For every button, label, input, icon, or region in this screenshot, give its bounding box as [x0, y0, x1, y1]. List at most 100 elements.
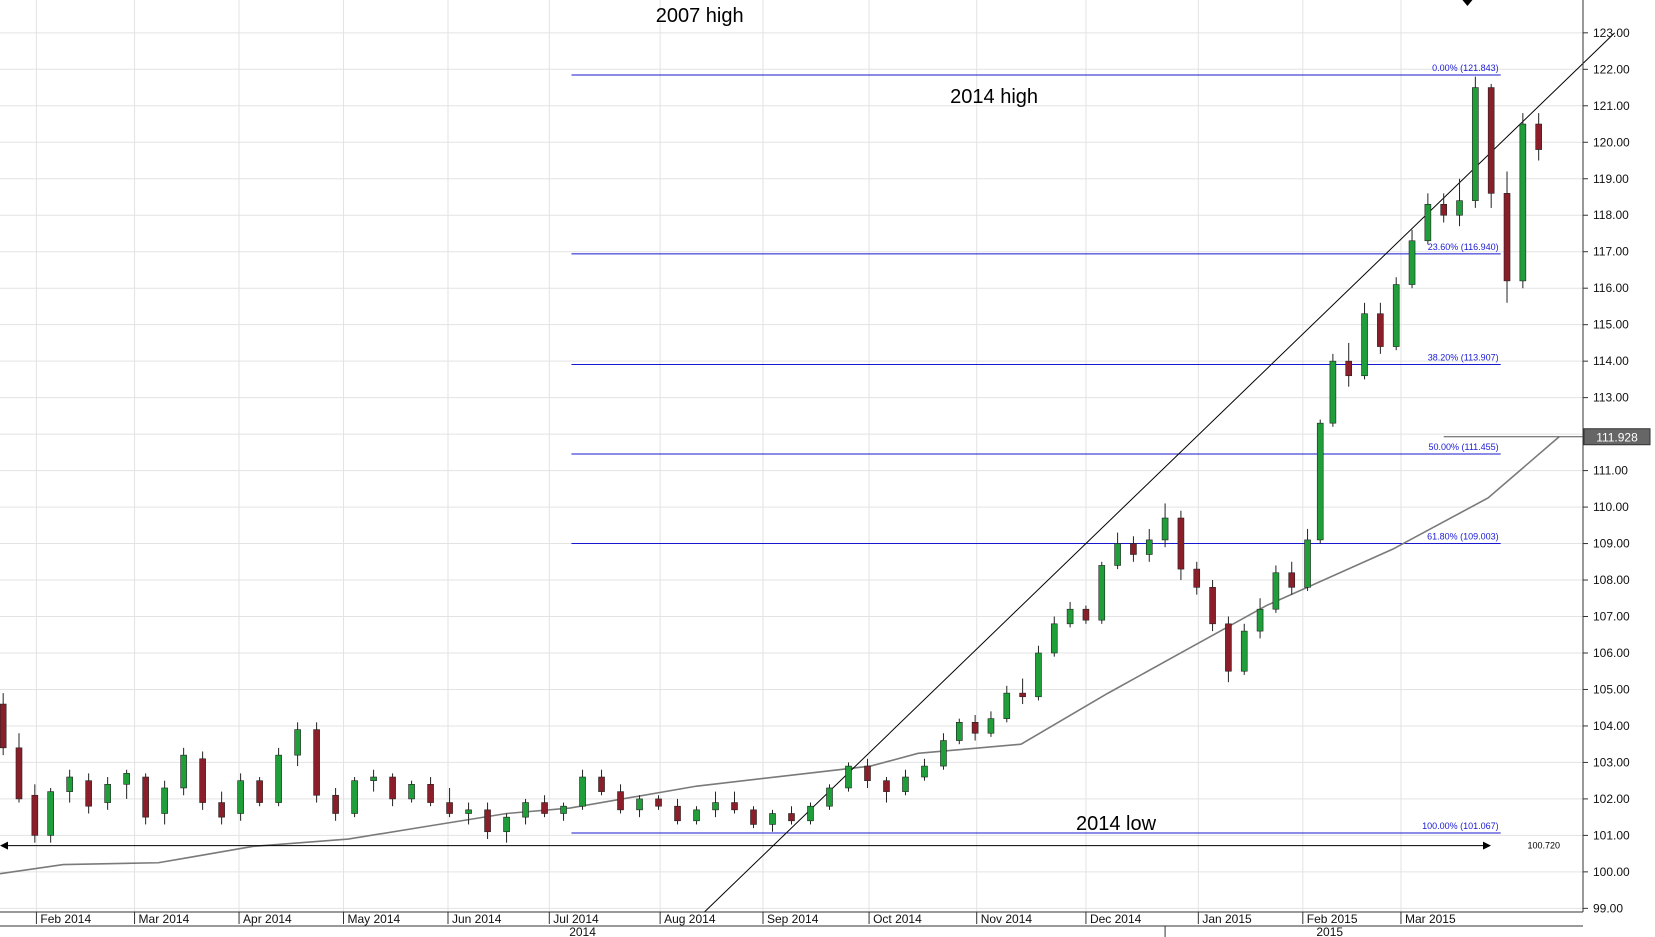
- candle-body: [636, 798, 643, 811]
- y-tick-label: 102.00: [1593, 792, 1630, 806]
- candle: [921, 758, 928, 781]
- candle-body: [47, 791, 54, 836]
- candle-body: [731, 802, 738, 811]
- candle-body: [370, 776, 377, 781]
- trendline: [704, 32, 1616, 913]
- candle-body: [1035, 652, 1042, 698]
- candle: [674, 798, 681, 825]
- candle-body: [1114, 543, 1121, 566]
- candle: [389, 773, 396, 807]
- candle: [541, 795, 548, 818]
- y-tick-label: 105.00: [1593, 682, 1630, 696]
- candles: [0, 76, 1542, 843]
- candle-body: [1130, 543, 1137, 555]
- candle: [332, 787, 339, 821]
- candle: [1424, 193, 1432, 245]
- y-tick-label: 114.00: [1593, 354, 1629, 368]
- y-tick-label: 123.00: [1593, 26, 1630, 40]
- candle: [313, 722, 320, 803]
- candle-body: [465, 809, 472, 814]
- candle: [180, 747, 187, 796]
- fib-level-label: 50.00% (111.455): [1428, 442, 1498, 452]
- candle-body: [1050, 623, 1058, 654]
- candle-body: [1003, 692, 1011, 719]
- y-tick-label: 101.00: [1593, 828, 1630, 842]
- candle: [484, 802, 491, 840]
- annotations: 2007 high 2014 high 2014 low: [656, 0, 1473, 835]
- candle: [294, 722, 301, 767]
- candle-body: [1519, 123, 1527, 282]
- candle-body: [332, 794, 339, 814]
- candle: [807, 802, 814, 825]
- candle-body: [1304, 539, 1311, 588]
- candle-body: [1209, 587, 1216, 625]
- support-arrow-right: [1483, 841, 1491, 850]
- y-tick-label: 113.00: [1593, 391, 1629, 405]
- candle: [161, 780, 168, 825]
- moving-average-line: [0, 436, 1560, 875]
- candle: [1240, 623, 1248, 675]
- x-month-label: Mar 2014: [139, 912, 190, 926]
- x-month-label: Feb 2014: [40, 912, 91, 926]
- candle-body: [484, 809, 491, 833]
- candle: [1440, 193, 1447, 223]
- candle-body: [199, 758, 206, 803]
- candle: [1145, 528, 1153, 562]
- candle: [275, 747, 282, 807]
- candle: [1114, 532, 1121, 570]
- candle-body: [693, 809, 700, 822]
- x-month-label: Aug 2014: [664, 912, 716, 926]
- candle: [636, 795, 643, 818]
- candle-body: [1329, 360, 1337, 424]
- candle: [1329, 353, 1337, 427]
- candle: [1408, 229, 1416, 289]
- candle: [987, 711, 995, 737]
- candle: [712, 791, 719, 818]
- candle-body: [712, 802, 719, 811]
- support-label: 100.720: [1527, 841, 1560, 851]
- candle-body: [883, 780, 890, 792]
- candle-body: [1316, 422, 1324, 541]
- candle-body: [1408, 240, 1416, 285]
- candle-body: [15, 747, 23, 800]
- fibonacci-levels: 0.00% (121.843) 23.60% (116.940) 38.20% (1…: [571, 63, 1501, 834]
- annotation-high2014: 2014 high: [950, 86, 1038, 108]
- candle-body: [674, 805, 681, 822]
- candle: [769, 809, 776, 832]
- x-month-label: Oct 2014: [873, 912, 922, 926]
- candle: [104, 777, 111, 810]
- support-level: 100.720: [0, 841, 1560, 851]
- candle: [47, 787, 54, 843]
- y-tick-label: 108.00: [1593, 573, 1630, 587]
- moving-average: [0, 436, 1560, 875]
- support-arrow-left: [0, 841, 8, 850]
- candle: [1487, 83, 1495, 208]
- candle: [883, 777, 890, 803]
- candle: [370, 769, 377, 792]
- x-month-label: May 2014: [348, 912, 401, 926]
- candle-body: [1161, 517, 1169, 541]
- candle: [1361, 302, 1368, 380]
- candle-body: [237, 780, 244, 814]
- y-tick-label: 107.00: [1593, 610, 1630, 624]
- top-marker-icon: [1462, 0, 1473, 6]
- x-year-label: 2014: [569, 925, 596, 937]
- candle-body: [864, 765, 871, 781]
- candle: [731, 791, 738, 814]
- candle: [826, 784, 833, 810]
- x-month-label: Nov 2014: [981, 912, 1033, 926]
- candle-body: [1272, 572, 1280, 610]
- last-price-box: [1583, 428, 1651, 446]
- candle: [1272, 565, 1280, 613]
- candle: [1519, 113, 1527, 289]
- y-tick-label: 103.00: [1593, 755, 1630, 769]
- x-month-label: Sep 2014: [767, 912, 819, 926]
- candle-body: [1487, 87, 1495, 194]
- candle: [788, 806, 795, 825]
- candle: [1066, 601, 1074, 628]
- candle-body: [541, 802, 548, 814]
- candle-body: [1066, 608, 1074, 625]
- candle: [503, 813, 510, 843]
